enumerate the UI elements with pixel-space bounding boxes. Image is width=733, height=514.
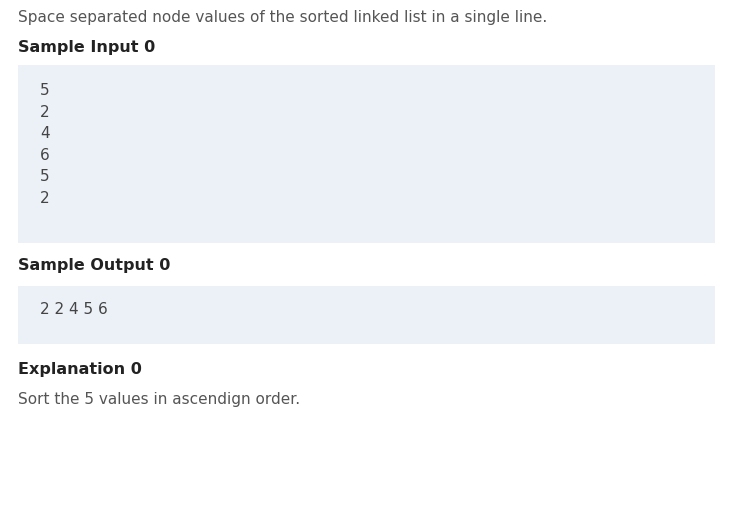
Text: 5
2
4
6
5
2: 5 2 4 6 5 2 [40, 83, 50, 206]
Text: Sample Output 0: Sample Output 0 [18, 258, 170, 273]
FancyBboxPatch shape [18, 65, 715, 243]
Text: 2 2 4 5 6: 2 2 4 5 6 [40, 302, 108, 317]
FancyBboxPatch shape [18, 286, 715, 344]
Text: Explanation 0: Explanation 0 [18, 362, 142, 377]
Text: Sample Input 0: Sample Input 0 [18, 40, 155, 55]
Text: Sort the 5 values in ascendign order.: Sort the 5 values in ascendign order. [18, 392, 300, 407]
Text: Space separated node values of the sorted linked list in a single line.: Space separated node values of the sorte… [18, 10, 548, 25]
